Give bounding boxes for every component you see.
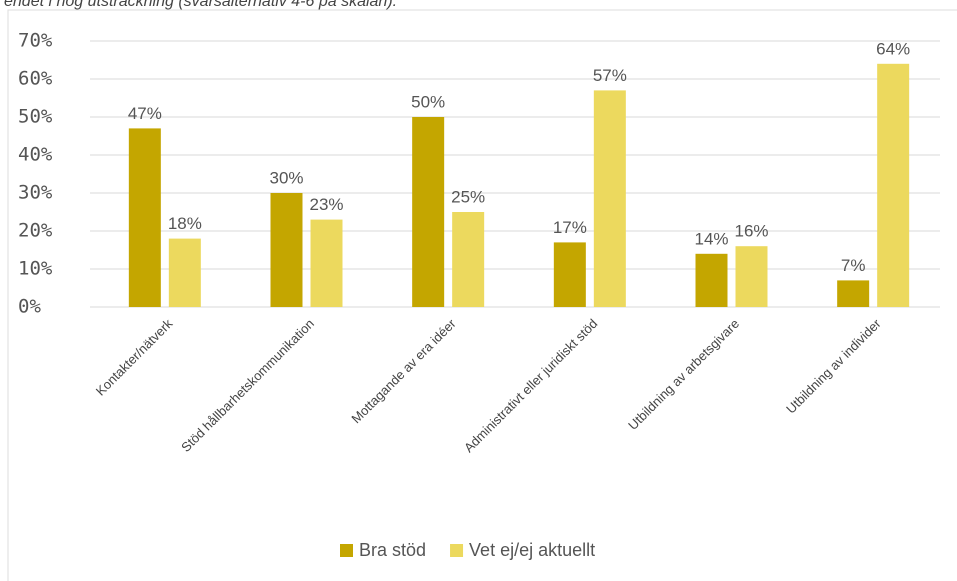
value-label: 64% bbox=[876, 39, 910, 58]
legend-swatch bbox=[340, 544, 353, 557]
x-tick-label: Administrativt eller juridiskt stöd bbox=[461, 316, 600, 455]
x-tick-label: Kontakter/nätverk bbox=[93, 316, 176, 399]
chart-subtitle: endet i hög utsträckning (svarsalternati… bbox=[4, 0, 397, 10]
value-label: 16% bbox=[734, 222, 768, 241]
x-tick-label: Mottagande av era idéer bbox=[348, 315, 459, 426]
value-label: 25% bbox=[451, 187, 485, 206]
bar bbox=[168, 238, 201, 307]
legend-label: Bra stöd bbox=[359, 540, 426, 560]
bar bbox=[270, 193, 303, 307]
y-tick-label: 10% bbox=[18, 258, 53, 280]
value-label: 23% bbox=[309, 195, 343, 214]
bar bbox=[837, 280, 870, 307]
chart-border bbox=[7, 9, 957, 581]
legend-swatch bbox=[450, 544, 464, 557]
value-label: 30% bbox=[269, 168, 303, 187]
x-tick-label: Utbildning av arbetsgivare bbox=[625, 316, 742, 433]
y-tick-label: 30% bbox=[18, 182, 53, 204]
value-label: 50% bbox=[411, 92, 445, 111]
y-tick-label: 60% bbox=[18, 68, 53, 90]
value-label: 18% bbox=[168, 214, 202, 233]
bar bbox=[553, 242, 586, 307]
bar bbox=[593, 90, 626, 308]
y-tick-label: 20% bbox=[18, 220, 53, 242]
y-tick-label: 70% bbox=[18, 30, 53, 52]
value-label: 47% bbox=[128, 104, 162, 123]
value-label: 17% bbox=[553, 218, 587, 237]
x-tick-label: Stöd hållbarhetskommunikation bbox=[178, 316, 317, 455]
value-label: 7% bbox=[841, 256, 866, 275]
y-tick-label: 0% bbox=[18, 296, 41, 318]
value-label: 14% bbox=[694, 229, 728, 248]
bar bbox=[452, 212, 485, 307]
bar bbox=[695, 253, 728, 307]
value-label: 57% bbox=[593, 66, 627, 85]
bar bbox=[310, 219, 343, 307]
bar bbox=[877, 63, 910, 307]
y-tick-label: 40% bbox=[18, 144, 53, 166]
legend-label: Vet ej/ej aktuellt bbox=[469, 540, 595, 560]
y-tick-label: 50% bbox=[18, 106, 53, 128]
bar bbox=[128, 128, 161, 307]
bar bbox=[412, 117, 445, 307]
x-tick-label: Utbildning av individer bbox=[783, 315, 884, 416]
bar bbox=[735, 246, 768, 307]
